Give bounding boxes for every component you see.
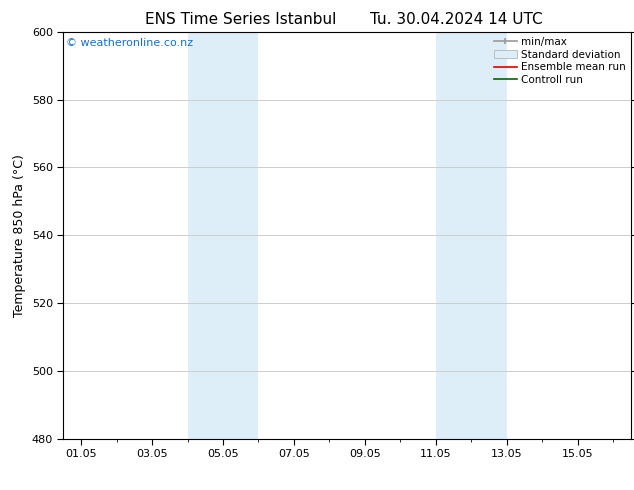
Y-axis label: Temperature 850 hPa (°C): Temperature 850 hPa (°C): [13, 154, 26, 317]
Bar: [436, 32, 507, 439]
Bar: [188, 32, 259, 439]
Text: ENS Time Series Istanbul: ENS Time Series Istanbul: [145, 12, 337, 27]
Text: © weatheronline.co.nz: © weatheronline.co.nz: [66, 38, 193, 48]
Legend: min/max, Standard deviation, Ensemble mean run, Controll run: min/max, Standard deviation, Ensemble me…: [491, 34, 629, 88]
Text: Tu. 30.04.2024 14 UTC: Tu. 30.04.2024 14 UTC: [370, 12, 543, 27]
